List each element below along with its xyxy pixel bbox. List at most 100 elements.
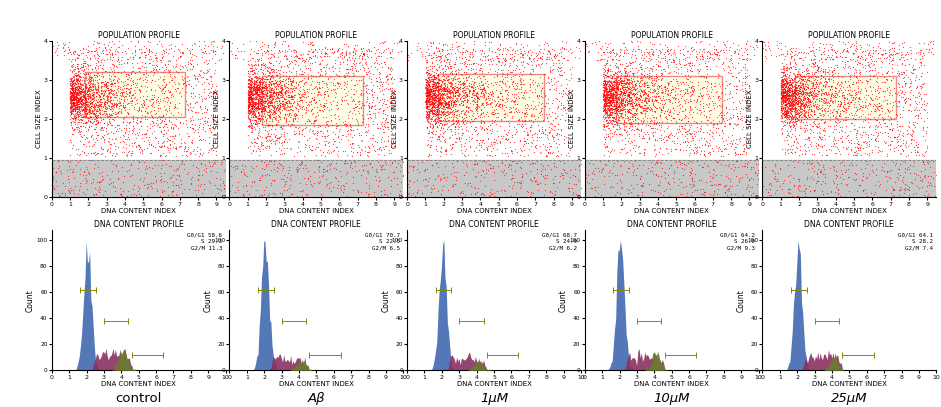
Point bbox=[258, 76, 273, 82]
Point bbox=[815, 90, 830, 96]
Point bbox=[266, 69, 281, 75]
Point bbox=[245, 91, 260, 98]
Point bbox=[693, 38, 708, 44]
Point bbox=[444, 85, 459, 92]
Point bbox=[254, 83, 269, 90]
Point bbox=[263, 101, 278, 108]
Point bbox=[863, 51, 878, 58]
Point bbox=[435, 79, 450, 85]
Point bbox=[104, 50, 120, 57]
Point bbox=[845, 97, 860, 104]
Point bbox=[275, 189, 290, 196]
Point bbox=[597, 102, 612, 109]
Point bbox=[436, 109, 451, 116]
Point bbox=[260, 87, 275, 93]
Point bbox=[669, 159, 684, 166]
Point bbox=[246, 107, 261, 114]
Point bbox=[602, 85, 617, 92]
Point bbox=[259, 135, 274, 141]
Point bbox=[313, 190, 328, 197]
Point bbox=[307, 117, 322, 124]
Point bbox=[534, 94, 550, 100]
Point bbox=[248, 81, 263, 88]
Point bbox=[523, 70, 538, 77]
Point bbox=[269, 92, 284, 98]
Point bbox=[720, 187, 735, 193]
Point bbox=[373, 88, 388, 94]
Point bbox=[110, 48, 125, 54]
Point bbox=[857, 124, 872, 130]
Point bbox=[74, 103, 89, 109]
Point bbox=[104, 66, 119, 72]
Point bbox=[846, 94, 861, 101]
Point bbox=[778, 73, 793, 79]
Point bbox=[896, 107, 911, 113]
Point bbox=[245, 79, 260, 85]
Point bbox=[498, 61, 513, 68]
Point bbox=[75, 98, 90, 105]
Point bbox=[639, 90, 654, 96]
Point bbox=[267, 39, 282, 46]
Point bbox=[372, 98, 387, 105]
Point bbox=[79, 81, 94, 88]
Point bbox=[107, 184, 122, 190]
Point bbox=[199, 57, 214, 63]
Point bbox=[894, 50, 909, 57]
Point bbox=[65, 62, 80, 69]
Point bbox=[737, 73, 752, 79]
Point bbox=[201, 134, 216, 140]
Point bbox=[611, 80, 626, 87]
Point bbox=[360, 86, 375, 92]
Point bbox=[679, 86, 694, 92]
Point bbox=[750, 167, 765, 174]
Point bbox=[439, 92, 455, 99]
Point bbox=[621, 92, 636, 98]
Point bbox=[470, 106, 485, 112]
Point bbox=[158, 60, 173, 67]
Point bbox=[635, 135, 650, 142]
Point bbox=[778, 102, 793, 109]
Point bbox=[897, 95, 912, 102]
Point bbox=[64, 102, 79, 108]
Point bbox=[834, 134, 849, 141]
Point bbox=[253, 98, 268, 105]
Point bbox=[903, 107, 918, 114]
Point bbox=[72, 89, 87, 96]
Point bbox=[427, 74, 442, 81]
Point bbox=[774, 93, 789, 99]
Point bbox=[146, 106, 161, 113]
Point bbox=[534, 111, 550, 117]
Point bbox=[495, 78, 510, 85]
Point bbox=[513, 151, 528, 158]
Point bbox=[423, 110, 438, 116]
Point bbox=[603, 78, 618, 84]
Point bbox=[171, 163, 186, 169]
Point bbox=[184, 125, 199, 131]
Point bbox=[620, 128, 635, 134]
Point bbox=[169, 105, 184, 111]
Point bbox=[572, 177, 587, 184]
Point bbox=[469, 94, 484, 101]
Point bbox=[663, 87, 678, 94]
Point bbox=[153, 58, 168, 65]
Point bbox=[667, 58, 682, 65]
Point bbox=[202, 90, 217, 96]
Point bbox=[260, 87, 275, 94]
Point bbox=[436, 77, 451, 83]
Point bbox=[614, 96, 629, 103]
Point bbox=[800, 104, 815, 111]
Point bbox=[449, 71, 464, 77]
Point bbox=[260, 109, 275, 115]
Point bbox=[621, 98, 636, 105]
Point bbox=[167, 103, 182, 109]
Point bbox=[212, 182, 227, 188]
Point bbox=[816, 99, 831, 106]
Point bbox=[541, 96, 556, 103]
Point bbox=[69, 94, 84, 100]
Point bbox=[429, 84, 444, 90]
Point bbox=[915, 184, 930, 190]
Point bbox=[97, 41, 112, 48]
Point bbox=[340, 115, 355, 121]
Point bbox=[842, 128, 857, 134]
Point bbox=[384, 182, 399, 189]
